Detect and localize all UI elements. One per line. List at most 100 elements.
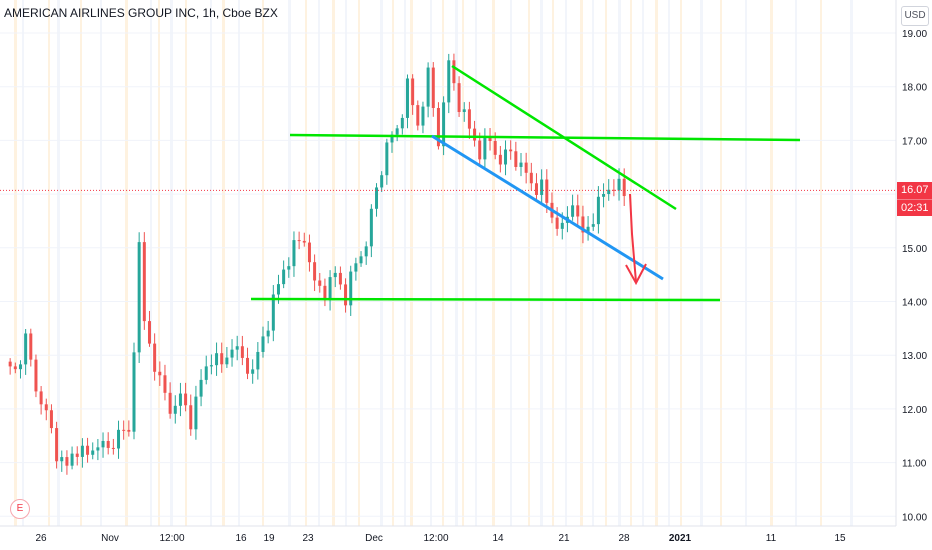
candle-body <box>251 369 255 374</box>
time-tick-label: 21 <box>558 533 570 544</box>
session-band <box>475 0 477 526</box>
candle-body <box>385 142 389 176</box>
candle-body <box>596 196 600 225</box>
candle-body <box>209 365 213 367</box>
session-band <box>125 0 128 526</box>
candle-body <box>524 162 528 173</box>
session-band <box>305 0 307 526</box>
candle-body <box>137 242 141 353</box>
candle-body <box>246 357 250 374</box>
drawing-layer[interactable] <box>250 64 801 302</box>
candle-body <box>514 151 518 167</box>
down-arrow-head[interactable] <box>625 263 647 286</box>
price-tick-label: 10.00 <box>902 512 927 523</box>
candle-body <box>318 280 322 286</box>
time-axis[interactable]: 26 Nov 12:00 16 19 23 Dec 12:00 14 21 28 2021 11 15 <box>35 533 846 544</box>
session-band <box>150 0 152 526</box>
candle-body <box>235 346 239 350</box>
session-band <box>442 0 444 526</box>
candle-body <box>390 134 394 143</box>
candle-body <box>276 284 280 295</box>
candle-body <box>354 263 358 272</box>
candle-body <box>127 429 131 432</box>
candle-body <box>473 128 477 141</box>
price-tick-label: 17.00 <box>902 136 927 147</box>
candle-body <box>70 453 74 466</box>
candle-body <box>230 349 234 358</box>
candle-body <box>307 242 311 263</box>
candle-body <box>478 140 482 160</box>
candle-body <box>261 336 265 352</box>
time-tick-label: 16 <box>235 533 247 544</box>
session-band <box>238 0 240 526</box>
price-tick-label: 13.00 <box>902 351 927 362</box>
session-background-bands <box>14 0 853 526</box>
candle-body <box>400 117 404 129</box>
candle-body <box>395 128 399 135</box>
events-icon[interactable]: E <box>10 499 30 519</box>
price-tick-label: 15.00 <box>902 244 927 255</box>
price-tick-label: 11.00 <box>902 459 927 470</box>
candle-body <box>302 240 306 243</box>
candle-body <box>55 428 59 462</box>
candle-body <box>117 429 121 449</box>
candle-body <box>493 140 497 155</box>
candle-body <box>591 224 595 227</box>
session-band <box>318 0 320 526</box>
candle-body <box>101 440 105 448</box>
session-band <box>820 0 822 526</box>
support-line[interactable] <box>250 297 721 302</box>
time-tick-label: 19 <box>263 533 275 544</box>
session-band <box>552 0 554 526</box>
session-band <box>510 0 512 526</box>
candle-body <box>18 364 22 370</box>
down-arrow-shaft[interactable] <box>629 193 637 283</box>
session-band <box>540 0 543 526</box>
candle-body <box>60 457 64 462</box>
chart-title: AMERICAN AIRLINES GROUP INC, 1h, Cboe BZ… <box>4 6 278 20</box>
candle-body <box>328 277 332 301</box>
session-band <box>770 0 773 526</box>
candle-body <box>13 366 17 370</box>
candle-body <box>147 321 151 344</box>
candle-body <box>375 187 379 209</box>
session-band <box>565 0 567 526</box>
descending-channel-line[interactable] <box>431 134 664 281</box>
time-tick-label: 2021 <box>669 533 692 544</box>
candle-body <box>44 404 48 411</box>
candle-body <box>287 266 291 270</box>
session-band <box>345 0 347 526</box>
candle-body <box>576 205 580 217</box>
resistance-line[interactable] <box>289 133 801 142</box>
session-band <box>455 0 458 526</box>
time-tick-label: 26 <box>35 533 47 544</box>
candle-body <box>163 375 167 393</box>
time-tick-label: 15 <box>834 533 846 544</box>
candle-body <box>91 450 95 455</box>
price-tick-label: 18.00 <box>902 83 927 94</box>
session-band <box>57 0 60 526</box>
candle-body <box>442 102 446 147</box>
currency-label[interactable]: USD <box>901 6 929 26</box>
candle-body <box>215 353 219 366</box>
current-price-value: 16.07 <box>901 184 929 196</box>
price-axis[interactable]: 19.0018.0017.0016.0015.0014.0013.0012.00… <box>902 29 927 523</box>
candle-body <box>313 262 317 281</box>
candle-body <box>168 392 172 414</box>
session-band <box>720 0 722 526</box>
candle-body <box>106 440 110 448</box>
descending-resistance-line[interactable] <box>451 64 677 211</box>
candle-body <box>364 246 368 257</box>
candle-body <box>189 405 193 430</box>
candle-body <box>498 154 502 165</box>
candle-body <box>65 457 69 466</box>
session-band <box>80 0 82 526</box>
candle-body <box>504 149 508 165</box>
candle-body <box>29 333 33 360</box>
session-band <box>380 0 383 526</box>
candle-body <box>122 429 126 431</box>
candle-body <box>24 333 28 365</box>
candle-body <box>617 178 621 191</box>
candle-body <box>416 105 420 126</box>
